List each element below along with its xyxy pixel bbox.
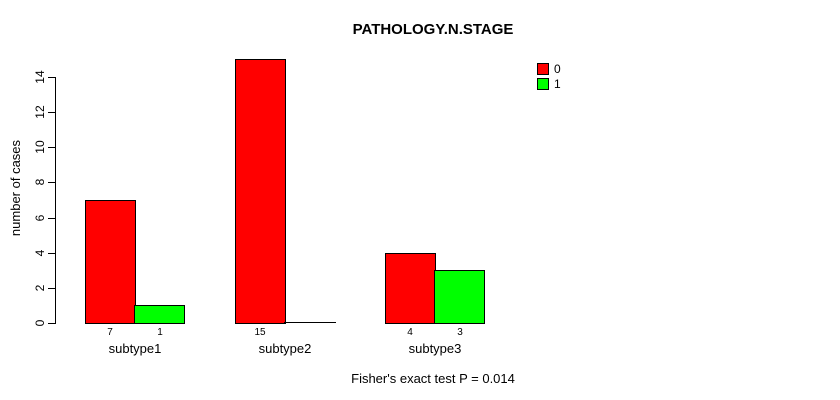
bar-value-label: 7 (107, 327, 113, 338)
bar-value-label: 1 (157, 327, 163, 338)
legend-entry-1: 1 (537, 77, 561, 91)
chart-title: PATHOLOGY.N.STAGE (352, 21, 514, 38)
y-axis-tick (48, 287, 55, 289)
y-axis-tick-label: 10 (33, 140, 47, 154)
y-axis-tick-label: 4 (33, 249, 47, 257)
bar-subtype1-series0 (85, 200, 136, 324)
y-axis-tick (48, 112, 55, 114)
bar-value-label: 3 (457, 327, 463, 338)
y-axis-tick-label: 8 (33, 179, 47, 186)
y-axis-tick (48, 182, 55, 184)
bar-value-label: 4 (407, 327, 413, 338)
fisher-test-note: Fisher's exact test P = 0.014 (351, 371, 515, 386)
bar-subtype1-series1 (134, 305, 185, 324)
bar-subtype3-series1 (434, 270, 485, 324)
y-axis-line (55, 77, 56, 324)
x-axis-category-label: subtype1 (108, 341, 162, 356)
chart-legend: 0 1 (537, 62, 561, 92)
legend-swatch-green (537, 78, 549, 90)
y-axis-tick (48, 217, 55, 219)
x-axis-category-label: subtype2 (258, 341, 312, 356)
y-axis-tick-label: 14 (33, 70, 47, 84)
bar-subtype2-series0 (235, 59, 286, 324)
y-axis-tick-label: 2 (33, 284, 47, 292)
y-axis-tick (48, 147, 55, 149)
bar-subtype3-series0 (385, 252, 436, 324)
y-axis-title: number of cases (7, 139, 23, 237)
bar-subtype2-series1-zero (284, 322, 336, 323)
y-axis-tick-label: 12 (33, 105, 47, 119)
bar-value-label: 15 (254, 327, 266, 338)
y-axis-tick (48, 77, 55, 78)
y-axis-tick-label: 6 (33, 214, 47, 221)
y-axis-tick-label: 0 (33, 319, 47, 327)
legend-entry-0: 0 (537, 62, 561, 76)
legend-label-1: 1 (554, 77, 561, 91)
y-axis-tick (48, 323, 55, 324)
x-axis-category-label: subtype3 (408, 341, 462, 356)
legend-swatch-red (537, 63, 549, 75)
y-axis-tick (48, 252, 55, 254)
legend-label-0: 0 (554, 62, 561, 76)
